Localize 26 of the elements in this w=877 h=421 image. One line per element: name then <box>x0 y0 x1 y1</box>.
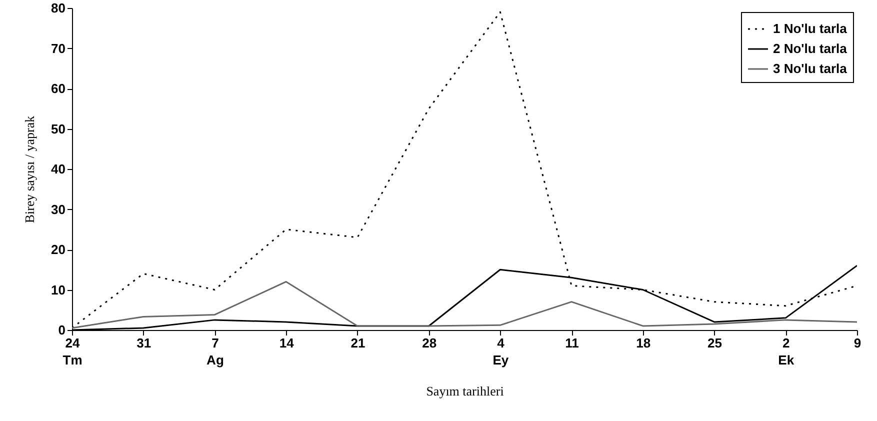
y-tick-label: 0 <box>58 322 66 338</box>
y-tick-label: 70 <box>51 40 66 56</box>
x-axis-title: Sayım tarihleri <box>426 384 504 398</box>
y-axis-title: Birey sayısı / yaprak <box>22 115 38 224</box>
x-tick-label: 4 Ey <box>492 336 510 368</box>
x-tick-label: 24 Tm <box>62 336 82 368</box>
x-tick-label: 18 <box>636 336 651 350</box>
x-tick-label: 11 <box>565 336 579 350</box>
x-tick-label: 7 Ag <box>206 336 224 368</box>
y-tick-label: 50 <box>51 121 66 136</box>
x-tick-label: 25 <box>708 336 722 350</box>
y-tick-label: 80 <box>51 0 66 16</box>
x-tick-label: 21 <box>350 336 366 350</box>
legend-label: 3 No'lu tarla <box>773 61 848 76</box>
legend-label: 2 No'lu tarla <box>773 41 848 56</box>
x-tick-label: 28 <box>422 336 437 350</box>
x-tick-label: 31 <box>136 336 152 350</box>
x-tick-label: 9 <box>854 336 862 350</box>
y-tick-label: 20 <box>51 242 66 257</box>
y-tick-label: 10 <box>51 282 66 298</box>
legend-label: 1 No'lu tarla <box>773 21 848 36</box>
y-tick-label: 40 <box>51 162 66 176</box>
y-tick-label: 60 <box>51 81 66 96</box>
x-tick-label: 2 Ek <box>778 336 795 368</box>
x-tick-label: 14 <box>279 336 295 350</box>
y-tick-label: 30 <box>51 202 66 217</box>
